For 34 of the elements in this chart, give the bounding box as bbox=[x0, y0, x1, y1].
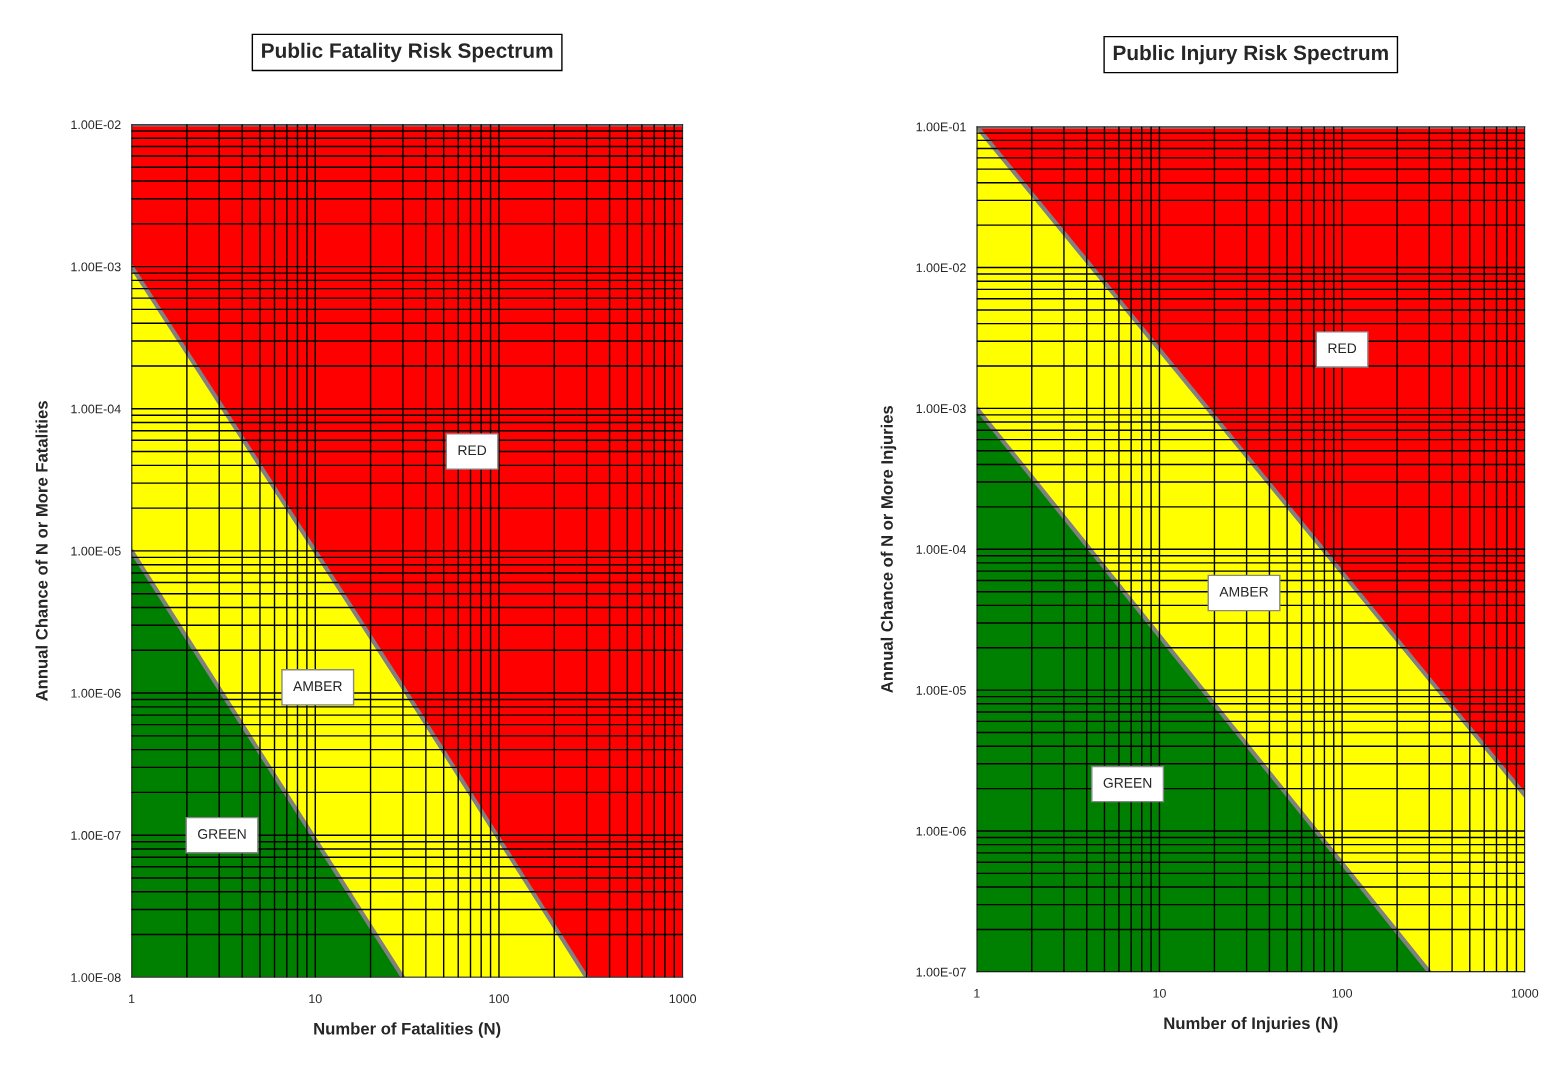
x-tick-label: 1000 bbox=[1511, 988, 1539, 998]
y-tick-label: 1.00E-02 bbox=[71, 120, 121, 130]
y-tick-label: 1.00E-02 bbox=[916, 263, 966, 273]
y-tick-label: 1.00E-07 bbox=[71, 831, 121, 840]
series-label: AMBER bbox=[293, 681, 342, 691]
x-tick-label: 10 bbox=[1153, 988, 1166, 998]
y-tick-label: 1.00E-08 bbox=[71, 973, 121, 982]
y-tick-label: 1.00E-06 bbox=[916, 826, 966, 836]
x-tick-label: 10 bbox=[309, 994, 322, 1004]
x-tick-label: 100 bbox=[1332, 988, 1353, 998]
chart-title: Public Injury Risk Spectrum bbox=[1113, 44, 1388, 65]
series-label: GREEN bbox=[198, 829, 246, 839]
series-label: RED bbox=[458, 445, 487, 456]
x-tick-label: 1 bbox=[974, 989, 980, 998]
x-axis-title: Number of Fatalities (N) bbox=[314, 1022, 501, 1038]
series-label: RED bbox=[1328, 343, 1357, 354]
x-tick-label: 100 bbox=[489, 994, 509, 1004]
series-label: AMBER bbox=[1219, 587, 1269, 597]
y-tick-label: 1.00E-06 bbox=[71, 688, 121, 698]
y-tick-label: 1.00E-04 bbox=[916, 545, 967, 554]
y-tick-label: 1.00E-07 bbox=[916, 967, 966, 977]
y-tick-label: 1.00E-04 bbox=[71, 404, 121, 414]
x-tick-label: 1 bbox=[129, 994, 135, 1004]
x-tick-label: 1000 bbox=[669, 994, 697, 1004]
y-tick-label: 1.00E-03 bbox=[71, 262, 121, 272]
x-axis-title: Number of Injuries (N) bbox=[1164, 1016, 1338, 1033]
series-label: GREEN bbox=[1103, 777, 1152, 788]
y-tick-label: 1.00E-03 bbox=[916, 404, 966, 414]
y-axis-title: Annual Chance of N or More Injuries bbox=[880, 405, 897, 693]
y-axis-title: Annual Chance of N or More Fatalities bbox=[35, 401, 48, 701]
chart-title: Public Fatality Risk Spectrum bbox=[262, 42, 553, 63]
y-tick-label: 1.00E-05 bbox=[71, 546, 121, 556]
y-tick-label: 1.00E-01 bbox=[916, 122, 966, 132]
y-tick-label: 1.00E-05 bbox=[916, 685, 966, 695]
